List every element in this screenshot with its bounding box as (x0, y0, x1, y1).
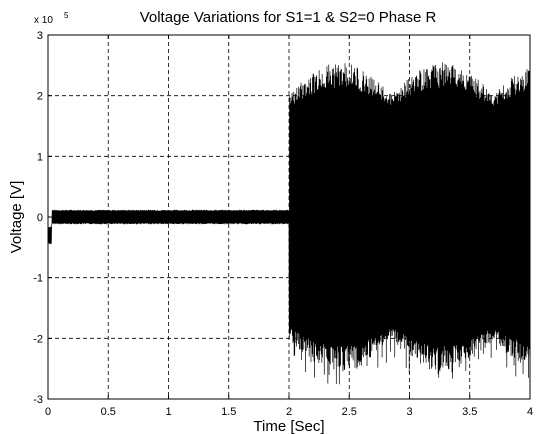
x-tick-label: 3 (406, 406, 412, 418)
x-tick-label: 2 (286, 406, 292, 418)
x-tick-label: 0.5 (101, 406, 116, 418)
voltage-signal (47, 62, 531, 385)
y-tick-label: -3 (33, 394, 43, 406)
y-tick-label: 1 (37, 151, 43, 163)
y-tick-label: 0 (37, 212, 43, 224)
y-exponent-value: 5 (64, 11, 69, 20)
x-tick-label: 3.5 (462, 406, 477, 418)
signal-trace (47, 62, 531, 385)
x-tick-label: 4 (527, 406, 533, 418)
x-axis-label: Time [Sec] (253, 418, 324, 434)
x-tick-label: 1.5 (221, 406, 236, 418)
x-tick-label: 2.5 (342, 406, 357, 418)
y-tick-label: 2 (37, 91, 43, 103)
y-tick-label: -2 (33, 333, 43, 345)
x-tick-label: 1 (165, 406, 171, 418)
y-exponent-label: x 10 (34, 15, 53, 26)
y-axis-label: Voltage [V] (8, 181, 25, 254)
x-tick-label: 0 (45, 406, 51, 418)
y-tick-labels: 3 2 1 0 -1 -2 -3 (33, 30, 43, 406)
y-tick-label: -1 (33, 273, 43, 285)
y-tick-label: 3 (37, 30, 43, 42)
chart-title: Voltage Variations for S1=1 & S2=0 Phase… (140, 9, 437, 26)
axis-ticks (47, 34, 531, 400)
x-tick-labels: 0 0.5 1 1.5 2 2.5 3 3.5 4 (45, 406, 533, 418)
